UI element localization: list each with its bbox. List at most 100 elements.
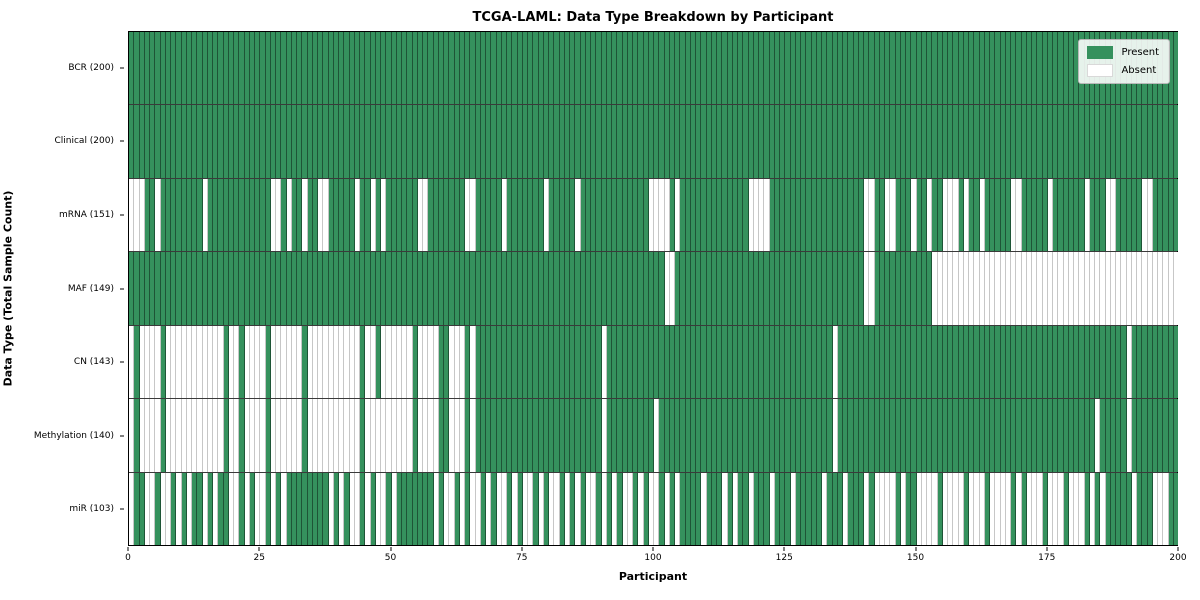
matrix-cell — [822, 399, 828, 472]
matrix-cell — [549, 472, 555, 545]
matrix-cell — [659, 178, 665, 252]
matrix-cell — [1137, 399, 1143, 472]
matrix-cell — [144, 252, 150, 325]
matrix-cell — [622, 399, 628, 472]
matrix-cell — [1063, 472, 1069, 545]
matrix-cell — [192, 399, 198, 472]
matrix-cell — [591, 32, 597, 105]
matrix-cell — [396, 325, 402, 399]
matrix-cell — [192, 105, 198, 178]
matrix-cell — [1005, 32, 1011, 105]
matrix-cell — [459, 32, 465, 105]
matrix-cell — [1089, 178, 1095, 252]
matrix-cell — [543, 472, 549, 545]
x-tick-mark — [521, 547, 523, 551]
matrix-cell — [596, 472, 602, 545]
matrix-cell — [192, 178, 198, 252]
matrix-cell — [769, 178, 775, 252]
matrix-cell — [911, 32, 917, 105]
matrix-cell — [659, 472, 665, 545]
matrix-cell — [1068, 252, 1074, 325]
matrix-cell — [480, 178, 486, 252]
matrix-cell — [685, 252, 691, 325]
matrix-cell — [244, 472, 250, 545]
matrix-cell — [711, 325, 717, 399]
matrix-cell — [701, 32, 707, 105]
matrix-cell — [165, 105, 171, 178]
matrix-cell — [622, 178, 628, 252]
matrix-cell — [622, 32, 628, 105]
matrix-cell — [286, 32, 292, 105]
matrix-cell — [1068, 178, 1074, 252]
matrix-cell — [606, 105, 612, 178]
matrix-cell — [921, 105, 927, 178]
matrix-cell — [921, 325, 927, 399]
matrix-cell — [270, 178, 276, 252]
matrix-cell — [785, 252, 791, 325]
matrix-cell — [890, 252, 896, 325]
matrix-cell — [533, 178, 539, 252]
matrix-cell — [669, 325, 675, 399]
matrix-cell — [438, 472, 444, 545]
matrix-cell — [827, 252, 833, 325]
matrix-cell — [549, 105, 555, 178]
matrix-cell — [234, 32, 240, 105]
matrix-cell — [927, 325, 933, 399]
matrix-cell — [543, 399, 549, 472]
matrix-cell — [323, 105, 329, 178]
matrix-cell — [995, 325, 1001, 399]
matrix-cell — [549, 399, 555, 472]
matrix-cell — [585, 325, 591, 399]
matrix-cell — [134, 105, 140, 178]
matrix-cell — [197, 472, 203, 545]
matrix-cell — [958, 178, 964, 252]
matrix-cell — [139, 178, 145, 252]
matrix-cell — [927, 399, 933, 472]
matrix-cell — [134, 399, 140, 472]
matrix-cell — [1016, 32, 1022, 105]
matrix-cell — [197, 252, 203, 325]
matrix-cell — [349, 178, 355, 252]
matrix-cell — [192, 472, 198, 545]
matrix-cell — [297, 399, 303, 472]
matrix-cell — [559, 178, 565, 252]
matrix-cell — [176, 105, 182, 178]
matrix-cell — [848, 399, 854, 472]
matrix-cell — [260, 105, 266, 178]
matrix-cell — [1121, 325, 1127, 399]
matrix-cell — [402, 105, 408, 178]
matrix-cell — [428, 399, 434, 472]
matrix-cell — [727, 178, 733, 252]
matrix-cell — [633, 399, 639, 472]
matrix-cell — [1058, 399, 1064, 472]
matrix-cell — [958, 32, 964, 105]
matrix-cell — [239, 325, 245, 399]
matrix-cell — [302, 178, 308, 252]
matrix-cell — [895, 105, 901, 178]
matrix-cell — [958, 325, 964, 399]
matrix-cell — [874, 32, 880, 105]
matrix-cell — [1063, 325, 1069, 399]
matrix-cell — [906, 325, 912, 399]
matrix-cell — [171, 472, 177, 545]
matrix-cell — [669, 472, 675, 545]
matrix-cell — [801, 105, 807, 178]
matrix-cell — [1158, 178, 1164, 252]
matrix-cell — [312, 325, 318, 399]
matrix-cell — [795, 178, 801, 252]
matrix-cell — [312, 32, 318, 105]
matrix-cell — [496, 472, 502, 545]
matrix-cell — [328, 32, 334, 105]
matrix-cell — [543, 178, 549, 252]
matrix-cell — [486, 252, 492, 325]
matrix-cell — [811, 325, 817, 399]
matrix-cell — [433, 399, 439, 472]
matrix-cell — [1105, 105, 1111, 178]
matrix-cell — [386, 178, 392, 252]
matrix-cell — [937, 105, 943, 178]
matrix-cell — [1079, 325, 1085, 399]
matrix-cell — [580, 32, 586, 105]
matrix-cell — [228, 105, 234, 178]
matrix-cell — [265, 399, 271, 472]
matrix-cell — [181, 105, 187, 178]
